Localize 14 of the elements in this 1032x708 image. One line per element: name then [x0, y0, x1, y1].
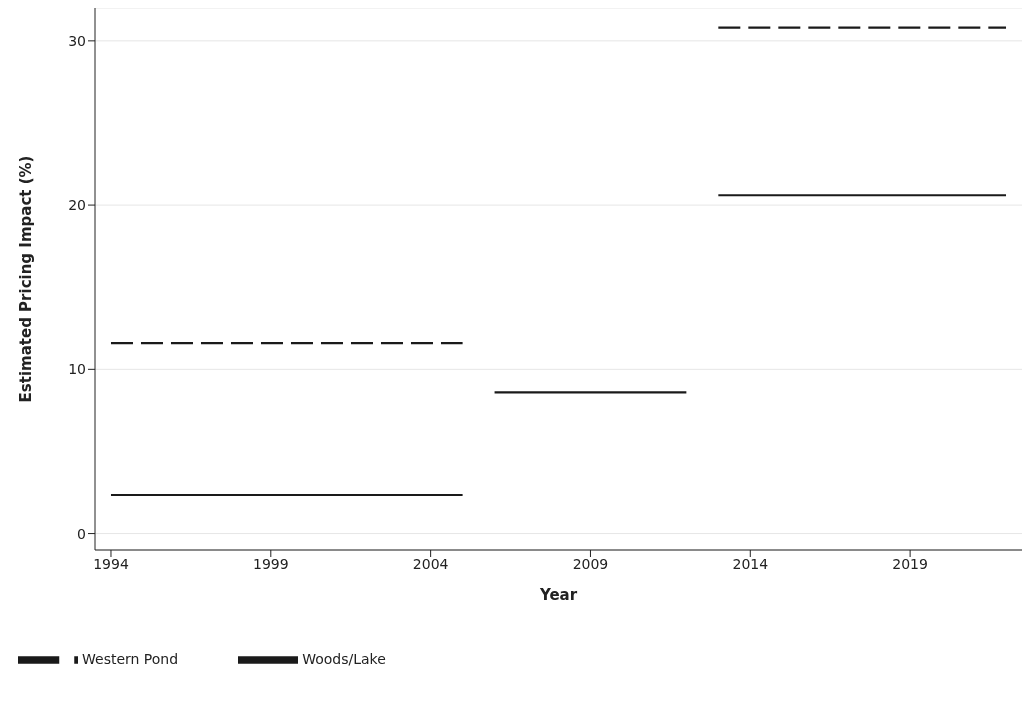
legend-label: Western Pond — [82, 651, 179, 667]
y-tick-label: 10 — [68, 361, 86, 378]
y-tick-label: 0 — [77, 525, 86, 542]
x-tick-label: 2019 — [892, 555, 928, 572]
x-tick-label: 2014 — [732, 555, 769, 572]
x-tick-label: 2009 — [572, 555, 609, 572]
legend-label: Woods/Lake — [302, 651, 386, 667]
y-axis-title: Estimated Pricing Impact (%) — [17, 155, 36, 403]
y-tick-label: 20 — [68, 197, 86, 214]
x-tick-label: 2004 — [412, 555, 449, 572]
x-axis-title: Year — [538, 586, 578, 604]
x-tick-label: 1994 — [93, 555, 129, 572]
y-tick-label: 30 — [68, 32, 86, 49]
x-tick-label: 1999 — [252, 555, 289, 572]
